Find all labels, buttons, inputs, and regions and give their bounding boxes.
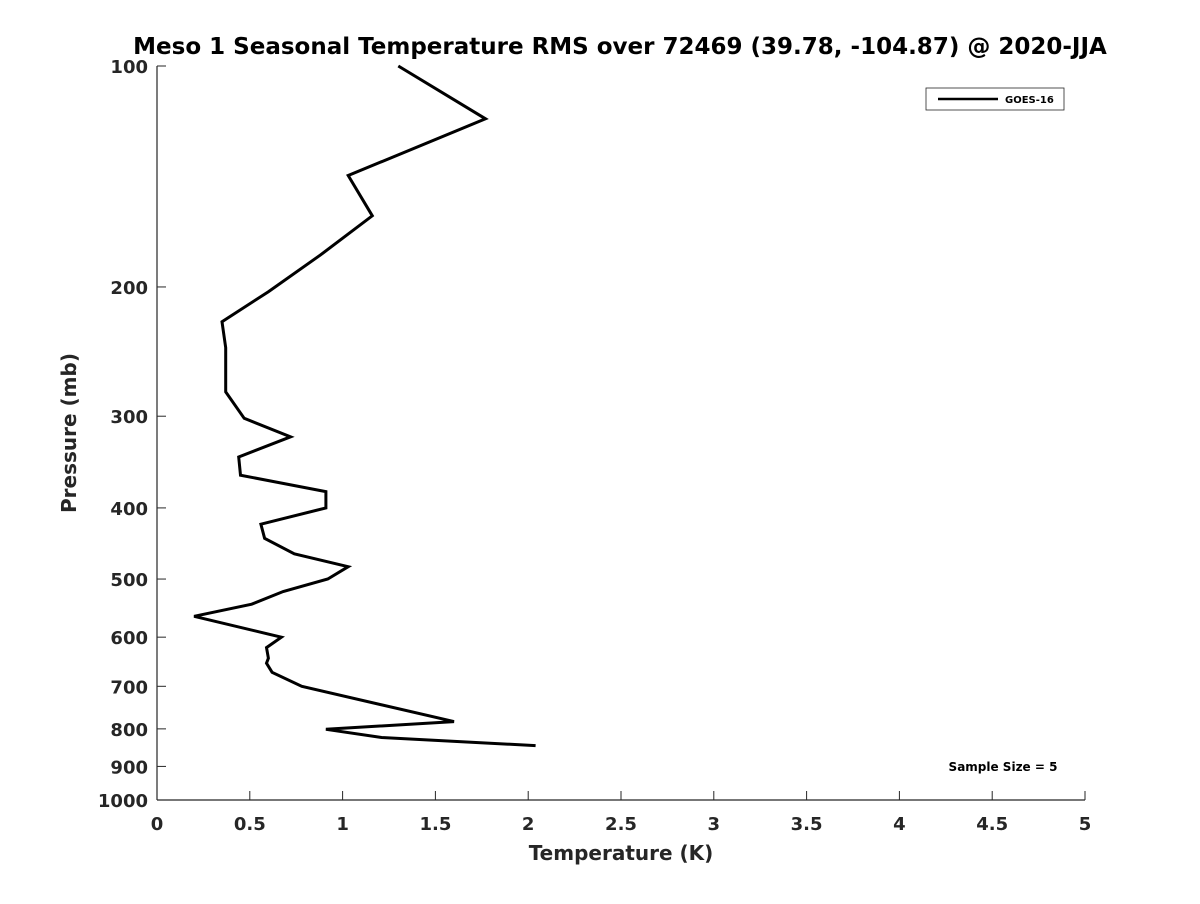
series-line-goes-16 <box>193 64 536 748</box>
x-axis-label: Temperature (K) <box>529 841 714 865</box>
plot-area: 0 0.5 1 1.5 2 2.5 3 3.5 4 4.5 5 100 200 300 400 500 600… <box>98 57 1091 835</box>
y-tick-label: 700 <box>110 677 148 698</box>
x-tick-label: 3 <box>708 814 721 835</box>
y-tick-label: 200 <box>110 278 148 299</box>
legend-label-goes-16: GOES-16 <box>1005 95 1054 106</box>
y-ticks: 100 200 300 400 500 600 700 800 900 1000 <box>98 57 166 812</box>
y-tick-label: 600 <box>110 628 148 649</box>
chart-title: Meso 1 Seasonal Temperature RMS over 724… <box>133 34 1107 60</box>
y-tick-label: 800 <box>110 720 148 741</box>
x-tick-label: 1 <box>336 814 349 835</box>
x-tick-label: 5 <box>1079 814 1092 835</box>
series-layer <box>193 64 536 748</box>
y-tick-label: 1000 <box>98 791 148 812</box>
sample-size-annotation: Sample Size = 5 <box>949 760 1058 774</box>
x-tick-label: 0 <box>151 814 164 835</box>
y-tick-label: 500 <box>110 570 148 591</box>
y-tick-label: 900 <box>110 757 148 778</box>
x-tick-label: 3.5 <box>791 814 823 835</box>
y-axis-label: Pressure (mb) <box>57 353 81 513</box>
y-tick-label: 400 <box>110 499 148 520</box>
x-tick-label: 4 <box>893 814 906 835</box>
y-tick-label: 100 <box>110 57 148 78</box>
legend: GOES-16 <box>925 87 1065 111</box>
x-tick-label: 1.5 <box>419 814 451 835</box>
x-tick-label: 4.5 <box>976 814 1008 835</box>
x-tick-label: 0.5 <box>234 814 266 835</box>
y-tick-label: 300 <box>110 407 148 428</box>
x-tick-label: 2.5 <box>605 814 637 835</box>
x-ticks: 0 0.5 1 1.5 2 2.5 3 3.5 4 4.5 5 <box>151 791 1092 835</box>
x-tick-label: 2 <box>522 814 535 835</box>
